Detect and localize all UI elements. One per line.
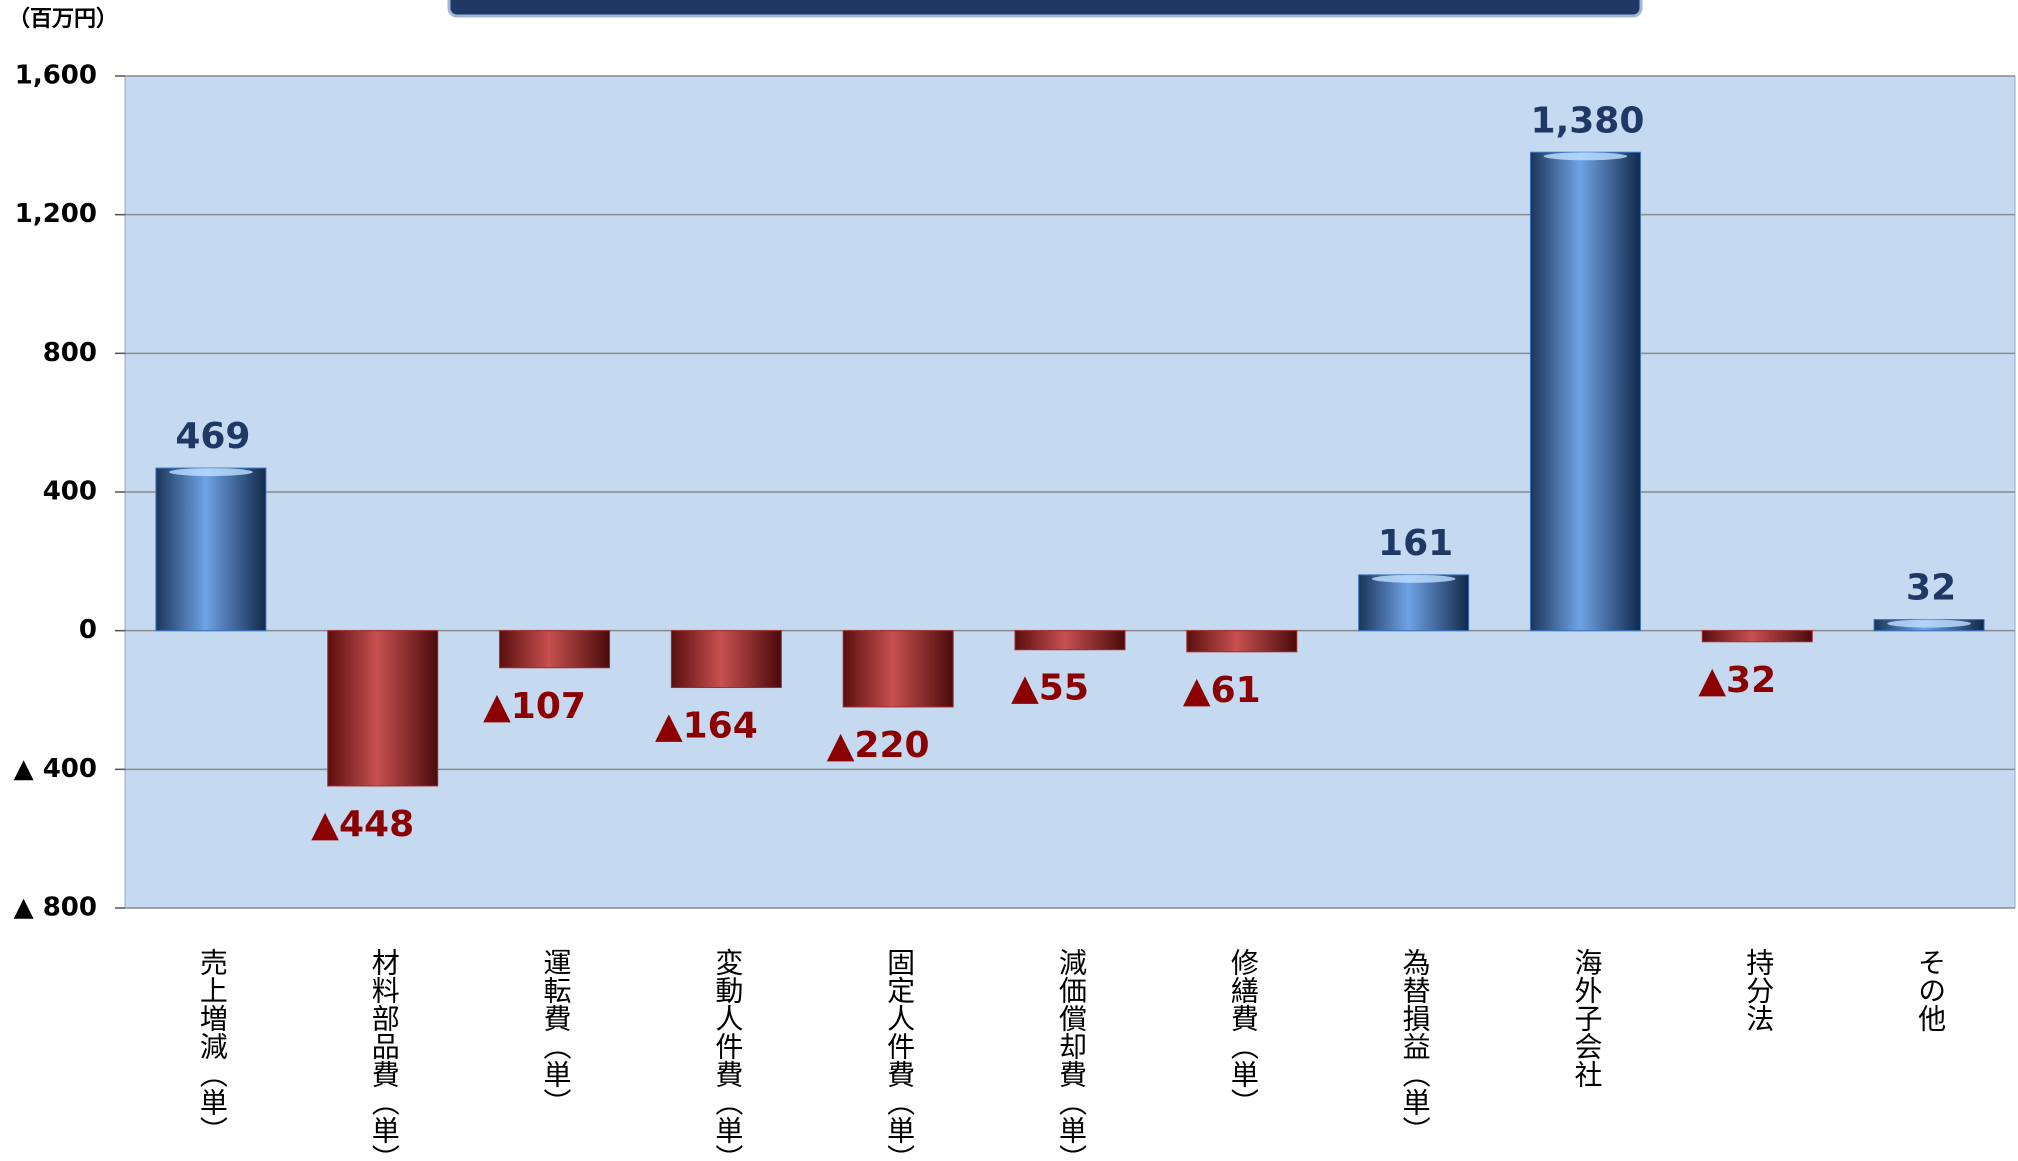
bar xyxy=(1186,630,1298,653)
bar xyxy=(670,630,782,689)
bar xyxy=(499,630,611,669)
bar-highlight xyxy=(1371,574,1456,583)
bar-highlight xyxy=(1887,619,1971,628)
value-label: 32 xyxy=(1906,568,1956,609)
title-box xyxy=(447,0,1643,18)
value-label: ▲164 xyxy=(655,706,758,747)
y-tick-label: 1,200 xyxy=(15,199,97,229)
value-label: 1,380 xyxy=(1531,100,1645,141)
x-tick-label: 修繕費（単） xyxy=(1227,948,1260,1116)
y-tick-label: ▲ 400 xyxy=(14,754,97,784)
y-tick-label: 800 xyxy=(43,338,97,368)
x-tick-label: 売上増減（単） xyxy=(196,948,229,1144)
value-label: 161 xyxy=(1378,523,1453,564)
x-tick-label: その他 xyxy=(1914,948,1947,1032)
unit-label: （百万円） xyxy=(8,7,118,32)
bar xyxy=(1529,151,1641,632)
bar-highlight xyxy=(169,468,253,477)
bar xyxy=(842,630,954,708)
bar xyxy=(1358,574,1470,632)
y-tick-label: ▲ 800 xyxy=(14,893,97,923)
x-tick-label: 変動人件費（単） xyxy=(711,948,744,1161)
value-label: ▲61 xyxy=(1183,670,1261,711)
y-tick-label: 400 xyxy=(43,477,97,507)
bar xyxy=(327,630,439,787)
y-tick-label: 0 xyxy=(79,615,97,645)
y-tick-label: 1,600 xyxy=(15,61,97,91)
value-label: ▲55 xyxy=(1011,668,1089,709)
value-label: 469 xyxy=(175,416,250,457)
value-label: ▲107 xyxy=(483,686,586,727)
x-tick-label: 固定人件費（単） xyxy=(883,948,916,1161)
bar-highlight xyxy=(1543,152,1628,161)
bar xyxy=(155,467,267,632)
x-tick-label: 持分法 xyxy=(1742,948,1775,1032)
value-label: ▲220 xyxy=(827,725,930,766)
value-label: ▲32 xyxy=(1698,660,1776,701)
x-tick-label: 減価償却費（単） xyxy=(1055,948,1088,1161)
value-label: ▲448 xyxy=(311,804,414,845)
bar xyxy=(1701,630,1813,643)
x-tick-label: 海外子会社 xyxy=(1570,948,1603,1088)
x-tick-label: 運転費（単） xyxy=(540,948,573,1116)
x-tick-label: 材料部品費（単） xyxy=(368,948,401,1161)
x-tick-label: 為替損益（単） xyxy=(1399,948,1432,1144)
bar xyxy=(1014,630,1126,651)
